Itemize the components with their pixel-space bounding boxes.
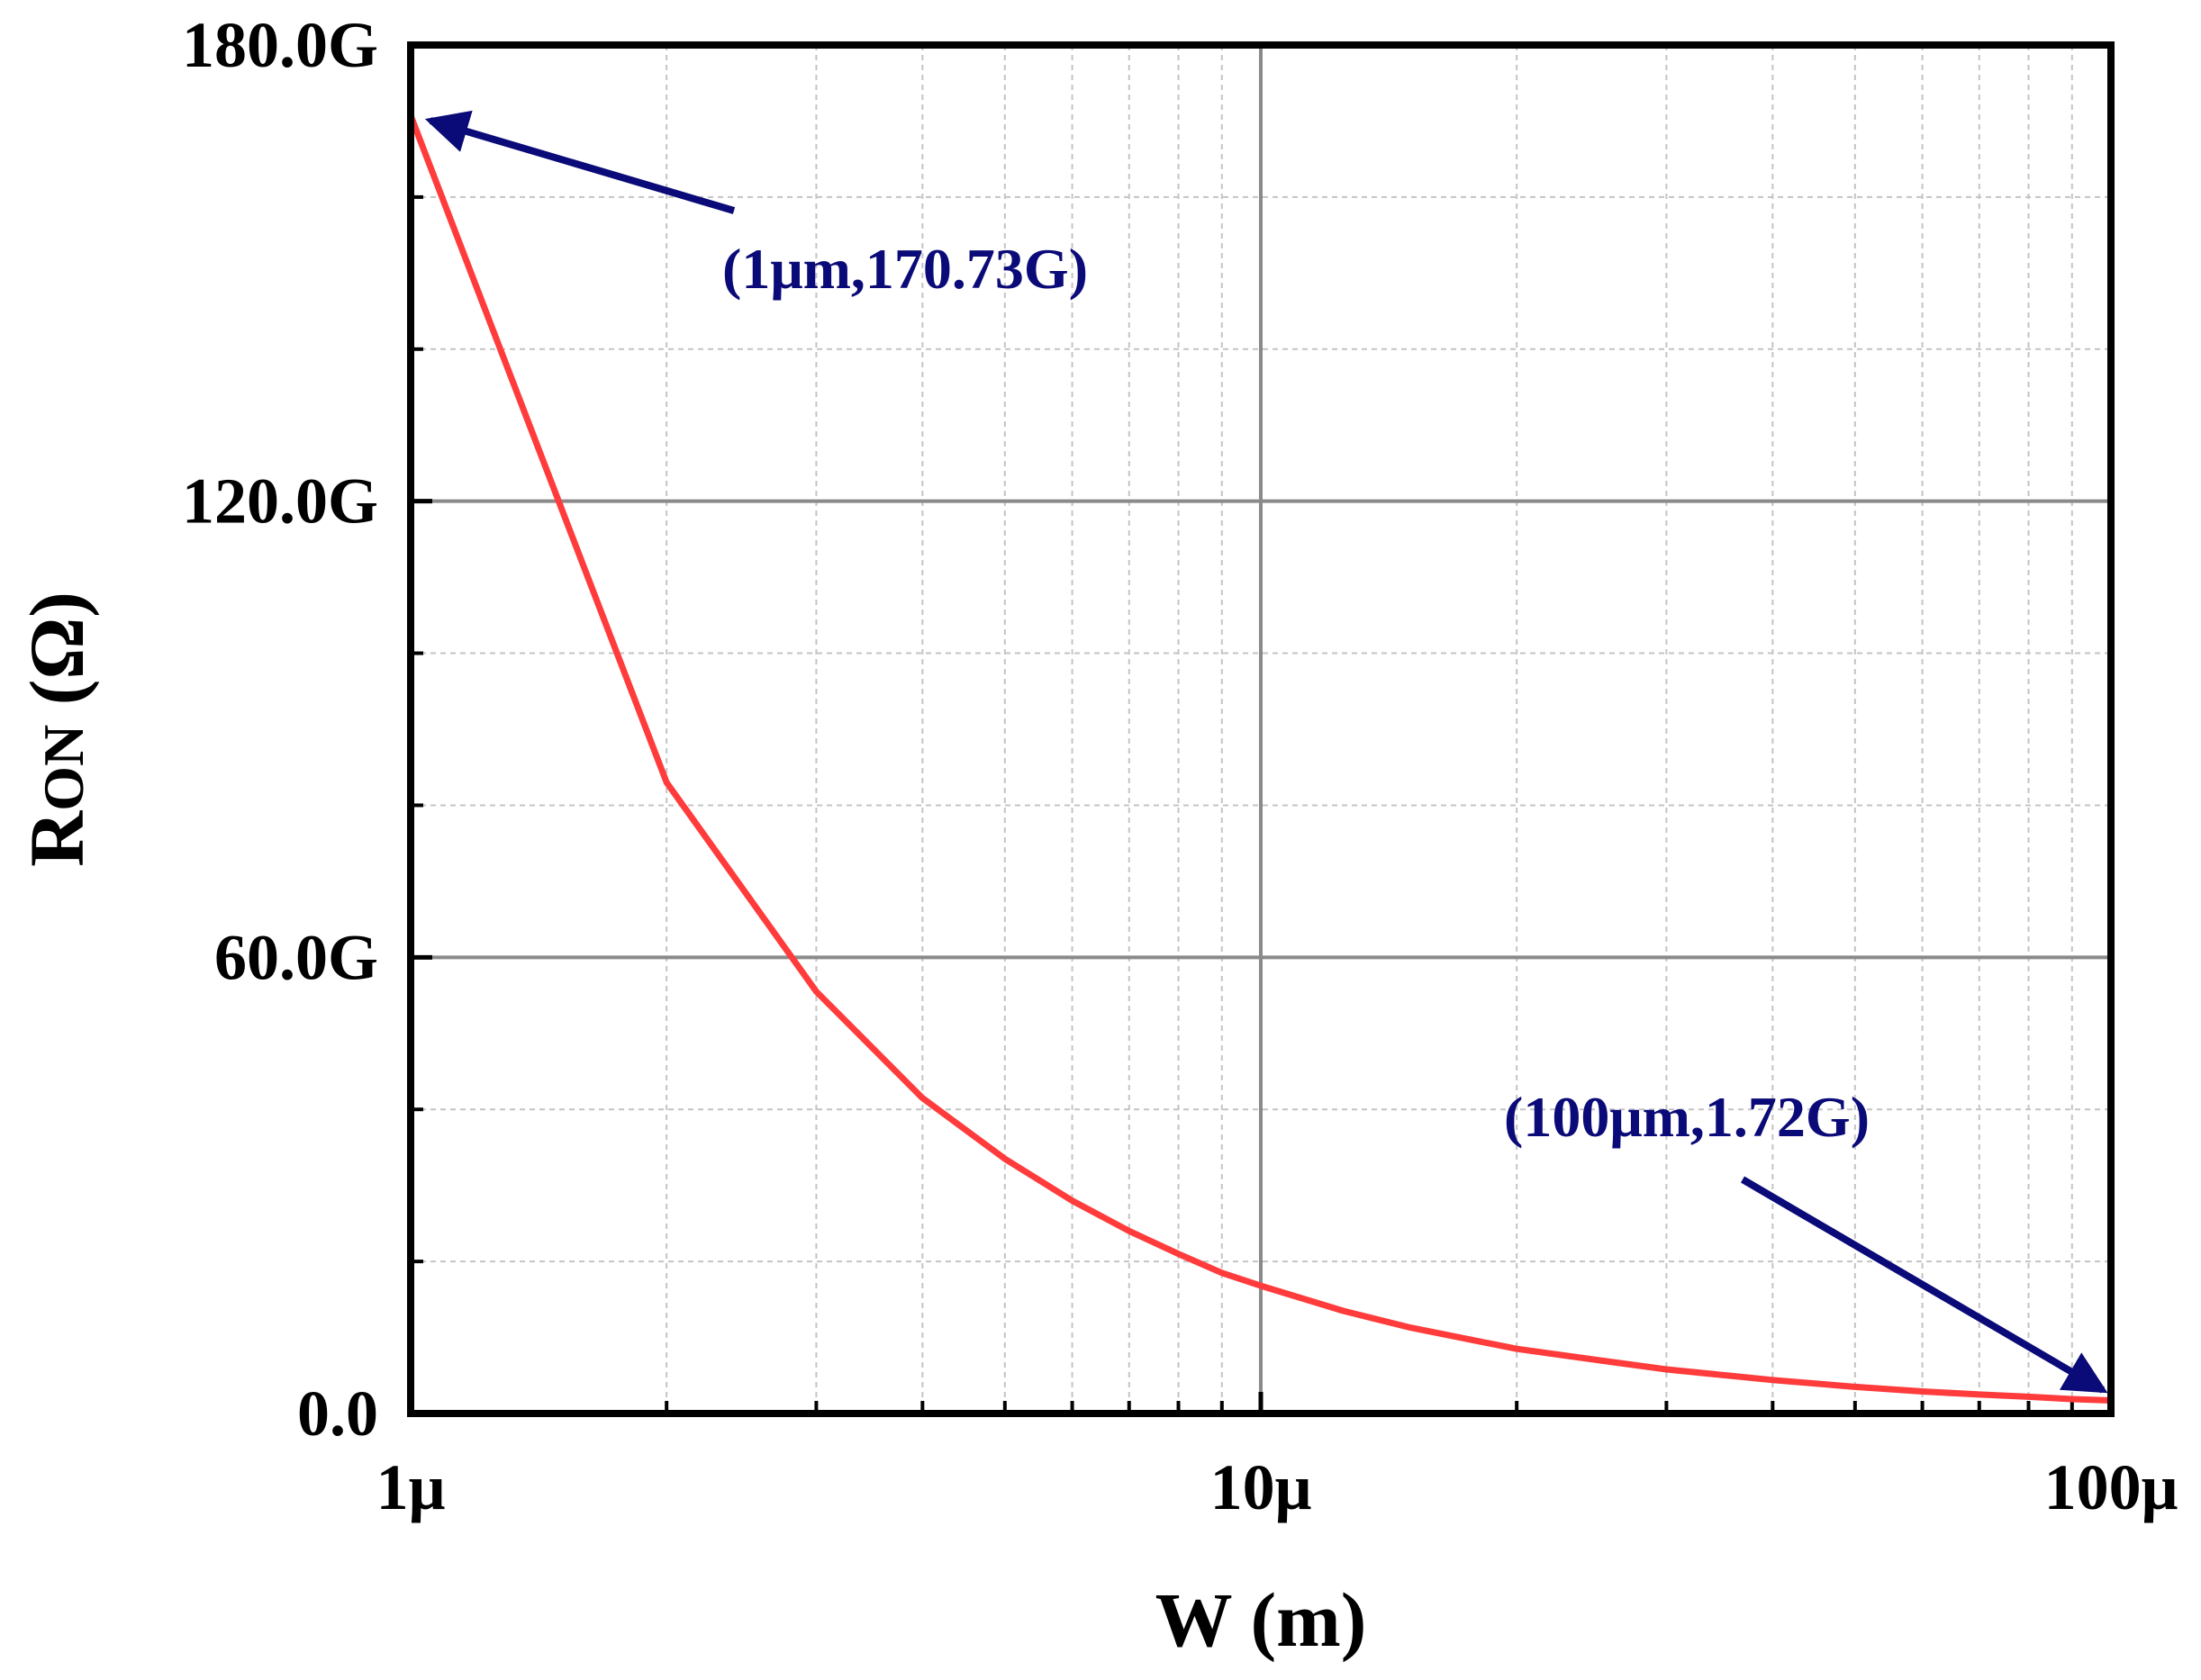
data-point bbox=[1176, 1251, 1182, 1257]
data-point bbox=[664, 780, 669, 785]
x-tick-label: 100μ bbox=[2044, 1451, 2178, 1523]
annotations: (1μm,170.73G) (100μm,1.72G) bbox=[424, 110, 2108, 1394]
y-tick-label: 120.0G bbox=[182, 465, 378, 537]
data-point bbox=[813, 989, 819, 994]
data-point bbox=[1127, 1228, 1132, 1233]
data-point bbox=[1070, 1198, 1075, 1204]
y-tick-label: 60.0G bbox=[214, 921, 378, 993]
y-axis-title-main: R bbox=[14, 810, 100, 867]
data-point bbox=[1340, 1308, 1345, 1314]
annotation-arrow-2 bbox=[1740, 1176, 2108, 1394]
plot-frame bbox=[407, 41, 2115, 1417]
data-point bbox=[2026, 1394, 2032, 1399]
annotation-arrow-1 bbox=[424, 110, 736, 214]
data-point bbox=[1920, 1389, 1925, 1395]
data-point bbox=[1852, 1384, 1858, 1389]
data-point bbox=[1770, 1377, 1775, 1383]
data-point bbox=[1408, 1325, 1413, 1331]
annotation-label-2: (100μm,1.72G) bbox=[1504, 1085, 1870, 1149]
x-axis-title: W (m) bbox=[1155, 1576, 1367, 1663]
data-point bbox=[1977, 1392, 1982, 1397]
y-tick-label: 0.0 bbox=[297, 1377, 378, 1450]
data-point bbox=[1258, 1283, 1264, 1288]
y-axis-title-unit: (Ω) bbox=[14, 592, 100, 725]
data-point bbox=[1002, 1156, 1008, 1161]
data-point bbox=[919, 1096, 925, 1101]
y-axis-title-subscript: ON bbox=[32, 725, 95, 811]
grid bbox=[411, 45, 2111, 1414]
y-axis-title: RON (Ω) bbox=[14, 592, 100, 867]
annotation-label-1: (1μm,170.73G) bbox=[722, 237, 1088, 301]
series-line-ron bbox=[407, 112, 2115, 1404]
data-point bbox=[1219, 1270, 1225, 1276]
series-layer bbox=[407, 112, 2115, 1404]
data-point bbox=[2070, 1396, 2075, 1402]
x-tick-label: 1μ bbox=[376, 1451, 446, 1523]
data-point bbox=[1597, 1358, 1602, 1363]
y-tick-label: 180.0G bbox=[182, 9, 378, 81]
tick-labels: 1μ 10μ 100μ 0.0 60.0G 120.0G 180.0G bbox=[182, 9, 2178, 1523]
x-tick-label: 10μ bbox=[1210, 1451, 1312, 1523]
data-point bbox=[1514, 1346, 1519, 1351]
data-point bbox=[1663, 1367, 1669, 1372]
